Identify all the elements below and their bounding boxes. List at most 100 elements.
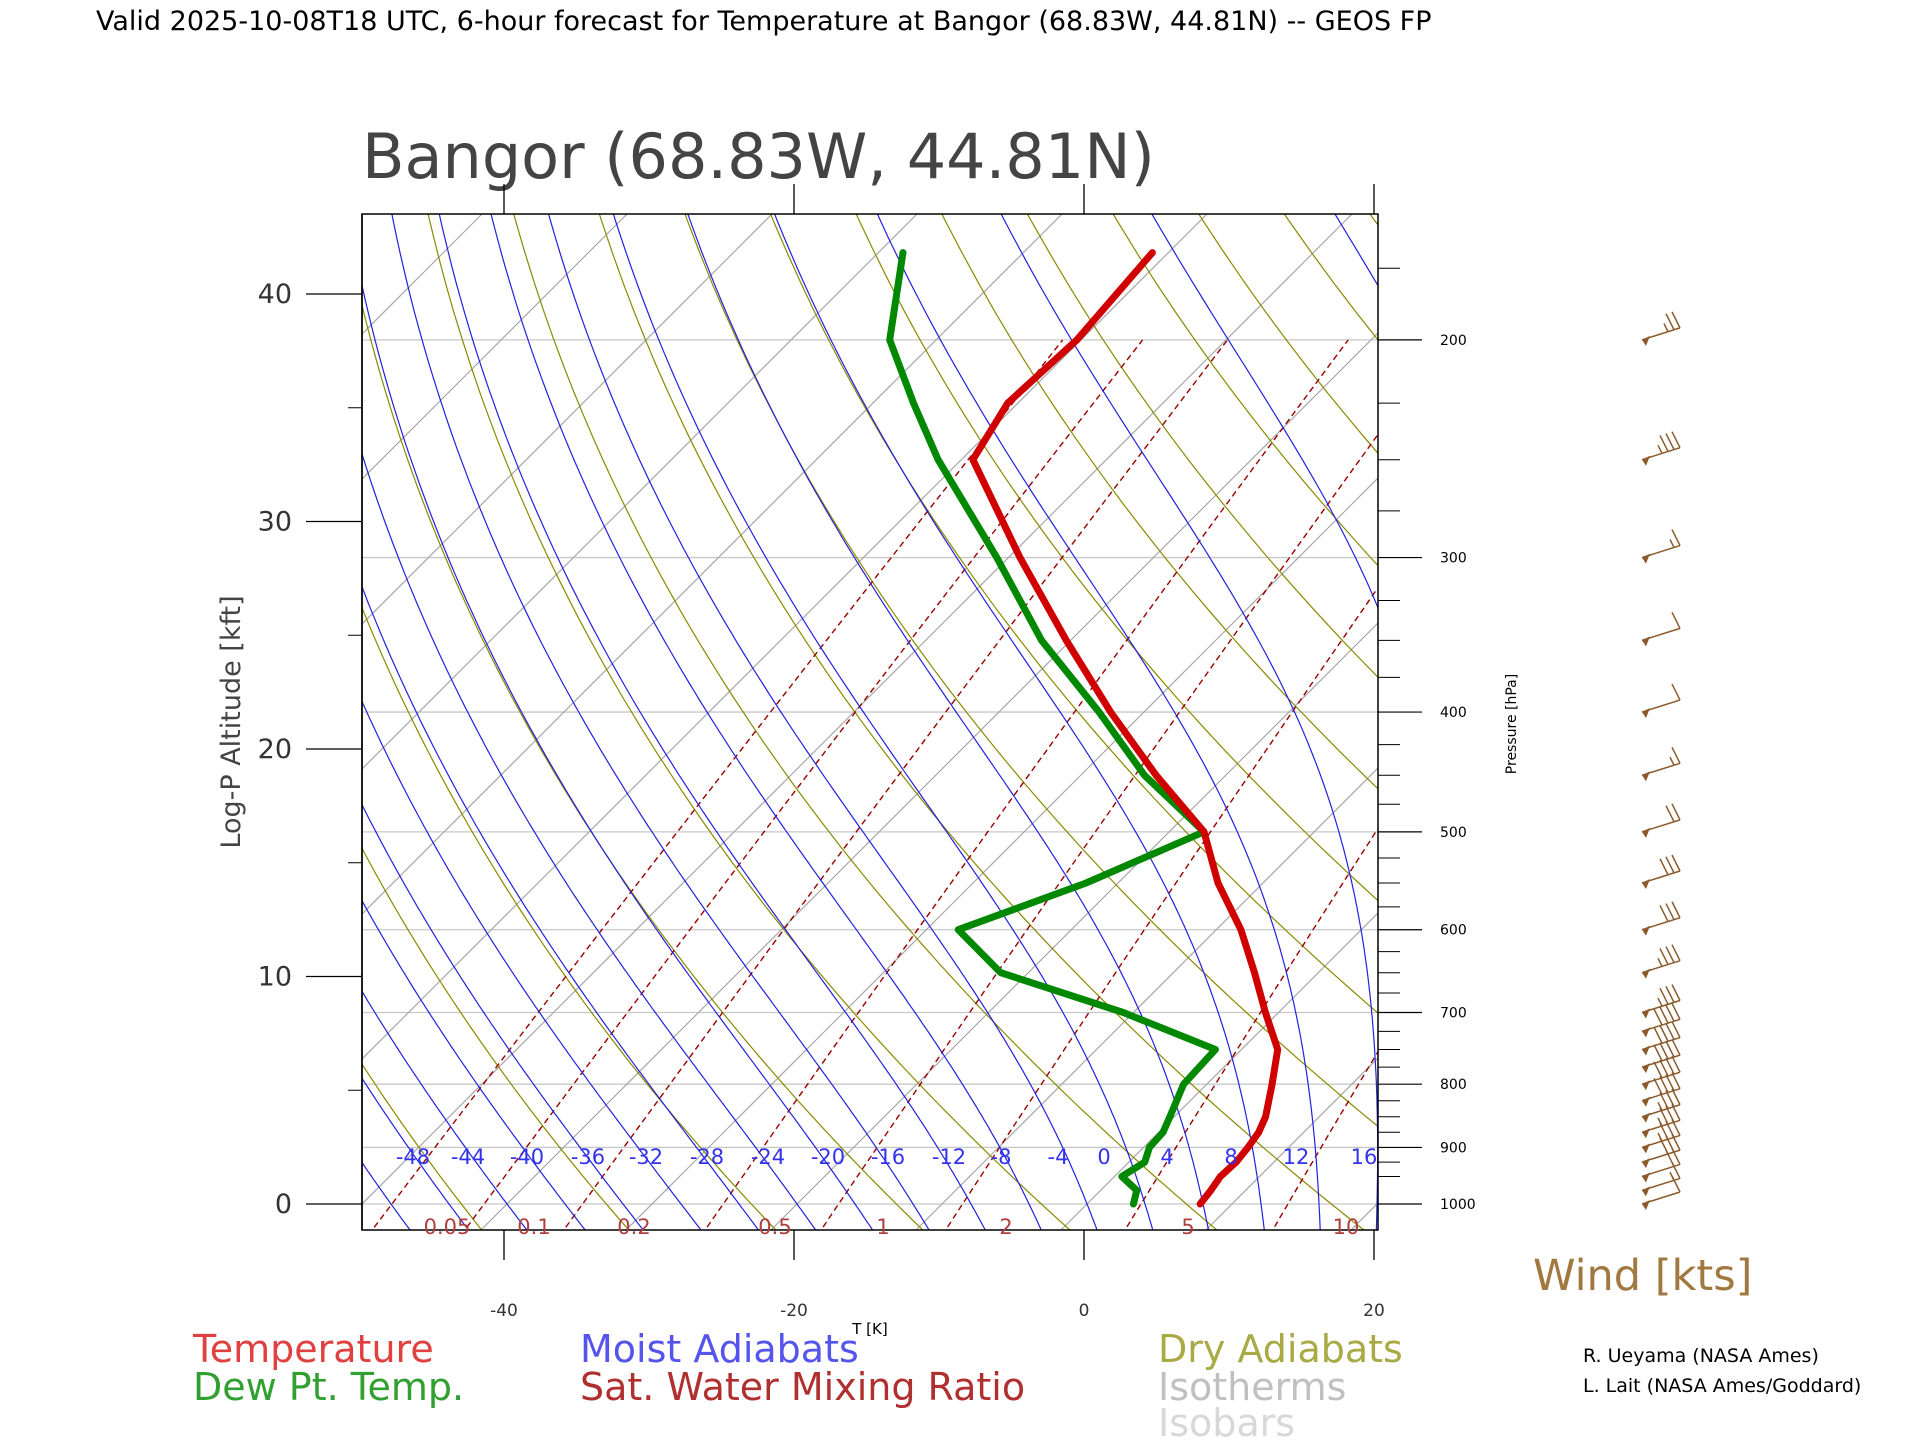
wind-barb-half: [1669, 539, 1675, 548]
wind-barb-full: [1671, 901, 1681, 919]
moist-adiabat-label: -48: [396, 1145, 430, 1169]
moist-adiabat-label: -4: [1048, 1145, 1069, 1169]
wind-barb-full: [1653, 1026, 1663, 1044]
mixing-ratio-line: [562, 339, 1229, 1230]
wind-barb-full: [1653, 1008, 1663, 1026]
dry-adiabat-line: [769, 214, 1378, 1014]
temperature-trace: [969, 249, 1282, 1208]
profile-traces: [886, 249, 1282, 1208]
wind-barb-base: [1642, 1008, 1650, 1019]
right-axis-label: Pressure [hPa]: [1504, 674, 1520, 774]
mixing-ratio-label: 0.2: [617, 1215, 650, 1239]
wind-barb-full: [1659, 905, 1669, 922]
wind-barb-half: [1663, 323, 1669, 332]
moist-adiabat-line: [362, 282, 874, 1230]
credit-2: L. Lait (NASA Ames/Goddard): [1583, 1375, 1861, 1397]
left-axis-tick-label: 20: [258, 734, 292, 765]
wind-barb-full: [1665, 1023, 1675, 1040]
dry-adiabat-line: [684, 214, 1378, 1128]
mixing-ratio-label: 5: [1181, 1215, 1194, 1239]
wind-barb-full: [1671, 612, 1681, 629]
dry-adiabat-line: [0, 185, 339, 1235]
dry-adiabat-line: [1771, 185, 1920, 1235]
moist-adiabat-line: [362, 585, 760, 1230]
mixing-ratio-label: 0.05: [424, 1215, 471, 1239]
dry-adiabat-line: [427, 214, 1071, 1230]
isotherm-line: [0, 185, 221, 1235]
wind-title: Wind [kts]: [1533, 1251, 1752, 1301]
wind-barb: [1641, 901, 1681, 936]
wind-barb-base: [1642, 335, 1650, 346]
dry-adiabat-line: [0, 185, 191, 1235]
moist-adiabat-line: [362, 700, 702, 1230]
moist-adiabat-line: [687, 214, 1210, 1230]
dry-adiabat-line: [1026, 214, 1378, 679]
wind-barb-full: [1659, 435, 1669, 452]
wind-barb-base: [1642, 925, 1650, 936]
bottom-axis: -40 -20 0 20: [490, 184, 1385, 1321]
wind-barb-base: [1642, 636, 1650, 647]
right-axis-tick-label: 900: [1440, 1140, 1467, 1156]
x-axis-tick-label: -20: [780, 1301, 808, 1321]
moist-adiabat-line: [362, 1077, 470, 1230]
isotherm-line: [1350, 1202, 1378, 1230]
isotherm-line: [0, 185, 366, 1235]
wind-barb-full: [1665, 1040, 1675, 1058]
legend-temperature: Temperature: [192, 1327, 434, 1371]
wind-barb-full: [1671, 984, 1681, 1001]
moist-adiabat-line: [362, 451, 817, 1230]
moist-adiabat-line: [1530, 185, 1630, 1235]
dry-adiabat-line: [1283, 214, 1378, 341]
mixing-ratio-line: [1124, 827, 1378, 1230]
isotherm-line: [1205, 1057, 1378, 1230]
moist-adiabat-line: [773, 214, 1265, 1230]
wind-barb-base: [1642, 455, 1650, 466]
isotherm-line: [362, 214, 773, 625]
dry-adiabat-line: [362, 847, 630, 1230]
wind-barb-full: [1659, 1076, 1669, 1093]
wind-barb-full: [1671, 854, 1681, 872]
moist-adiabat-label: 4: [1160, 1145, 1173, 1169]
wind-barb-half: [1657, 444, 1663, 454]
wind-barb-full: [1671, 1021, 1681, 1038]
dry-adiabat-line: [513, 214, 1218, 1230]
dry-adiabat-line: [1687, 185, 1920, 1235]
right-axis-tick-label: 300: [1440, 551, 1467, 567]
wind-barb-full: [1659, 987, 1669, 1005]
left-axis-tick-label: 40: [258, 279, 292, 310]
moist-adiabat-label: -32: [629, 1145, 663, 1169]
isotherm-line: [362, 214, 1208, 1060]
wind-barb-half: [1657, 1101, 1663, 1111]
isotherm-line: [1060, 912, 1378, 1230]
plot-grid: [0, 185, 1920, 1235]
moist-adiabat-label: -28: [690, 1145, 724, 1169]
wind-barb-full: [1671, 803, 1681, 821]
wind-barb: [1641, 1055, 1681, 1091]
wind-barb-base: [1642, 1200, 1650, 1210]
moist-adiabat-label: 8: [1224, 1145, 1237, 1169]
wind-barb-full: [1665, 433, 1675, 450]
wind-barb-full: [1659, 1024, 1669, 1042]
wind-barb-half: [1657, 997, 1663, 1007]
x-axis-tick-label: 20: [1363, 1301, 1385, 1321]
isotherm-line: [362, 214, 483, 335]
right-axis-tick-label: 400: [1440, 705, 1467, 721]
moist-adiabat-label: 0: [1097, 1145, 1110, 1169]
legend-mixing-ratio: Sat. Water Mixing Ratio: [580, 1365, 1025, 1409]
dry-adiabat-line: [1198, 214, 1378, 455]
wind-barb-full: [1665, 946, 1675, 963]
legend-dewpoint: Dew Pt. Temp.: [193, 1365, 464, 1409]
left-axis-label: Log-P Altitude [kft]: [216, 595, 247, 848]
moist-adiabat-line: [362, 990, 528, 1230]
wind-barb-full: [1665, 856, 1675, 874]
moist-adiabat-label: -40: [510, 1145, 544, 1169]
isotherm-line: [915, 767, 1378, 1230]
wind-barb-full: [1659, 1042, 1669, 1060]
mixing-ratio-label: 0.5: [758, 1215, 791, 1239]
wind-barb: [1641, 431, 1681, 466]
mixing-ratio-label: 0.1: [517, 1215, 550, 1239]
dry-adiabat-line: [1518, 185, 1920, 1235]
isotherm-line: [362, 214, 1353, 1205]
wind-barb-full: [1665, 1057, 1675, 1075]
